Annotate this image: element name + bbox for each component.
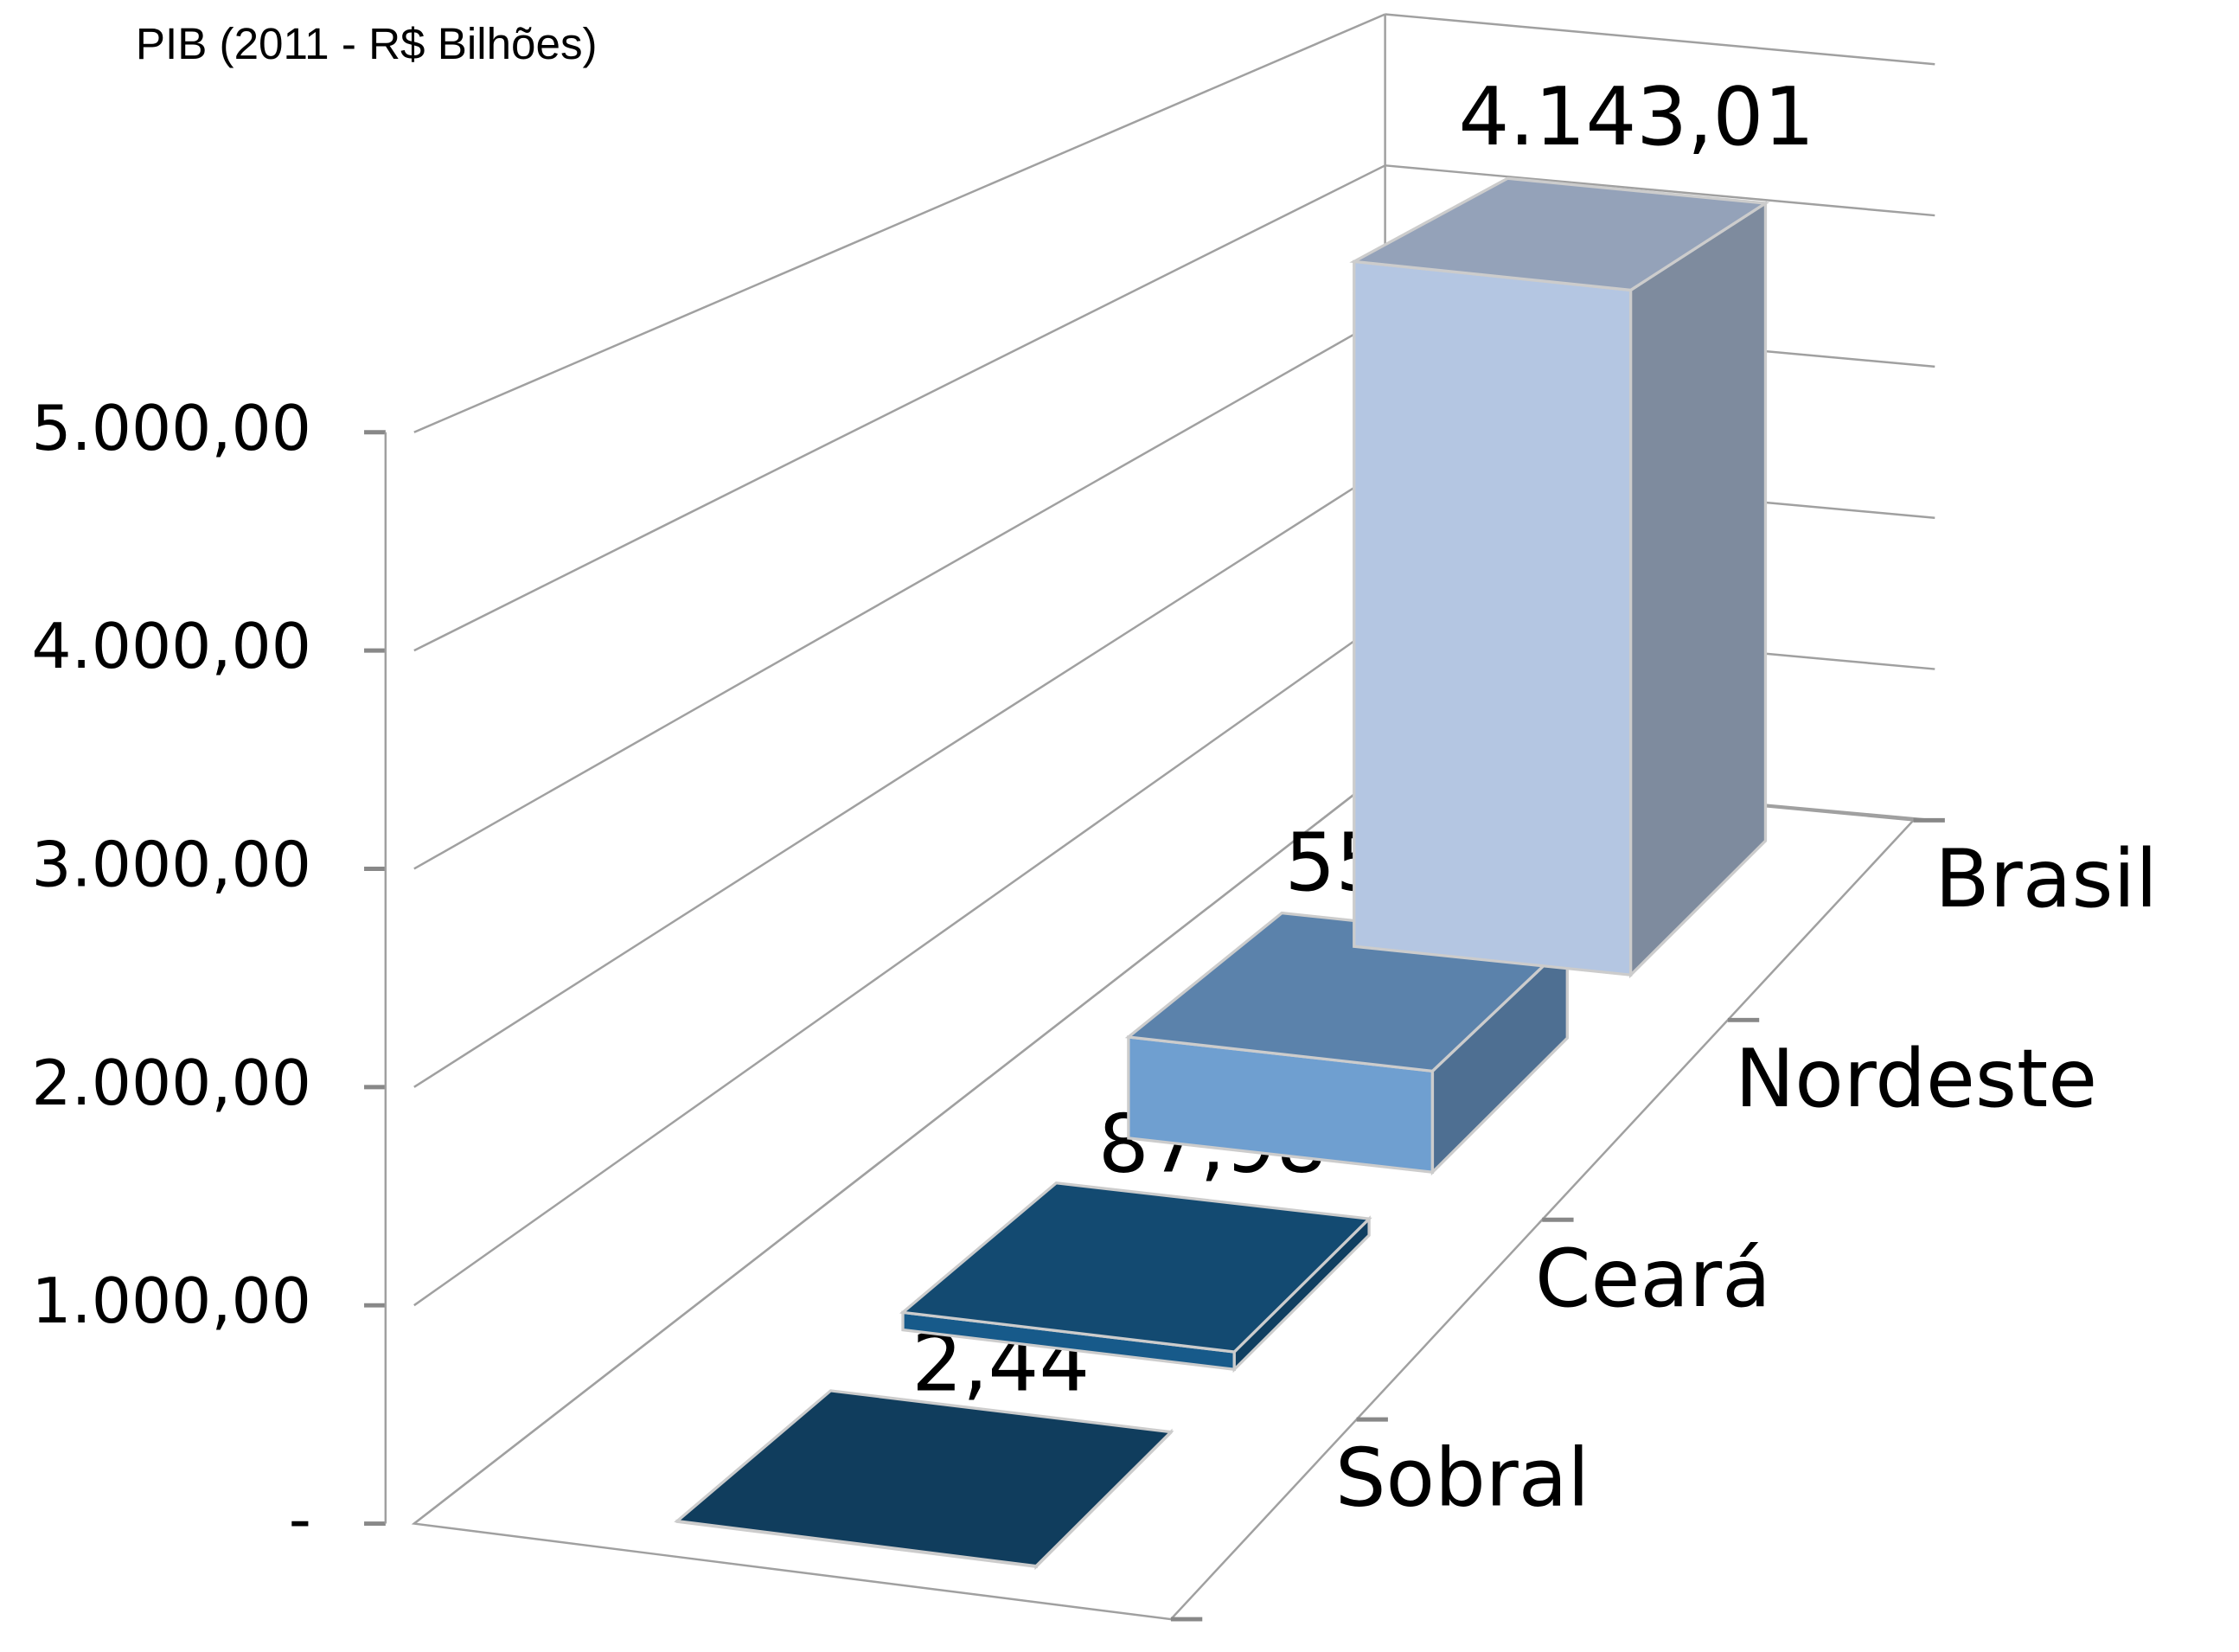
- data-label: 4.143,01: [1458, 70, 1814, 163]
- bar-top: [674, 1389, 1174, 1568]
- y-tick-label: 2.000,00: [31, 1047, 311, 1120]
- y-tick-label: 4.000,00: [31, 611, 311, 683]
- grid-line: [1385, 13, 1935, 66]
- y-tick-label: 5.000,00: [31, 393, 311, 465]
- x-tick-label: Nordeste: [1735, 1032, 2097, 1125]
- x-tick-label: Brasil: [1935, 832, 2158, 925]
- y-tick-label: 3.000,00: [31, 829, 311, 902]
- bar: [1124, 911, 1571, 1176]
- bar: [899, 1181, 1372, 1373]
- grid-line: [413, 316, 1386, 870]
- y-tick-label: -: [289, 1484, 311, 1557]
- bar: [1349, 176, 1770, 979]
- grid-line: [413, 769, 1386, 1525]
- x-tick-label: Sobral: [1335, 1431, 1590, 1525]
- bar-side: [1628, 200, 1768, 979]
- grid-line: [413, 13, 1386, 433]
- bar-top: [899, 1181, 1372, 1354]
- grid-line: [1385, 164, 1935, 217]
- bar: [674, 1389, 1174, 1571]
- y-tick-label: 1.000,00: [31, 1265, 311, 1338]
- bar-top: [1349, 176, 1770, 292]
- grid-line: [413, 164, 1386, 652]
- chart-title: PIB (2011 - R$ Bilhões): [136, 19, 598, 68]
- grid-line: [413, 618, 1386, 1307]
- bar-front: [1353, 259, 1633, 977]
- x-tick-label: Ceará: [1535, 1232, 1771, 1325]
- grid-line: [413, 466, 1386, 1088]
